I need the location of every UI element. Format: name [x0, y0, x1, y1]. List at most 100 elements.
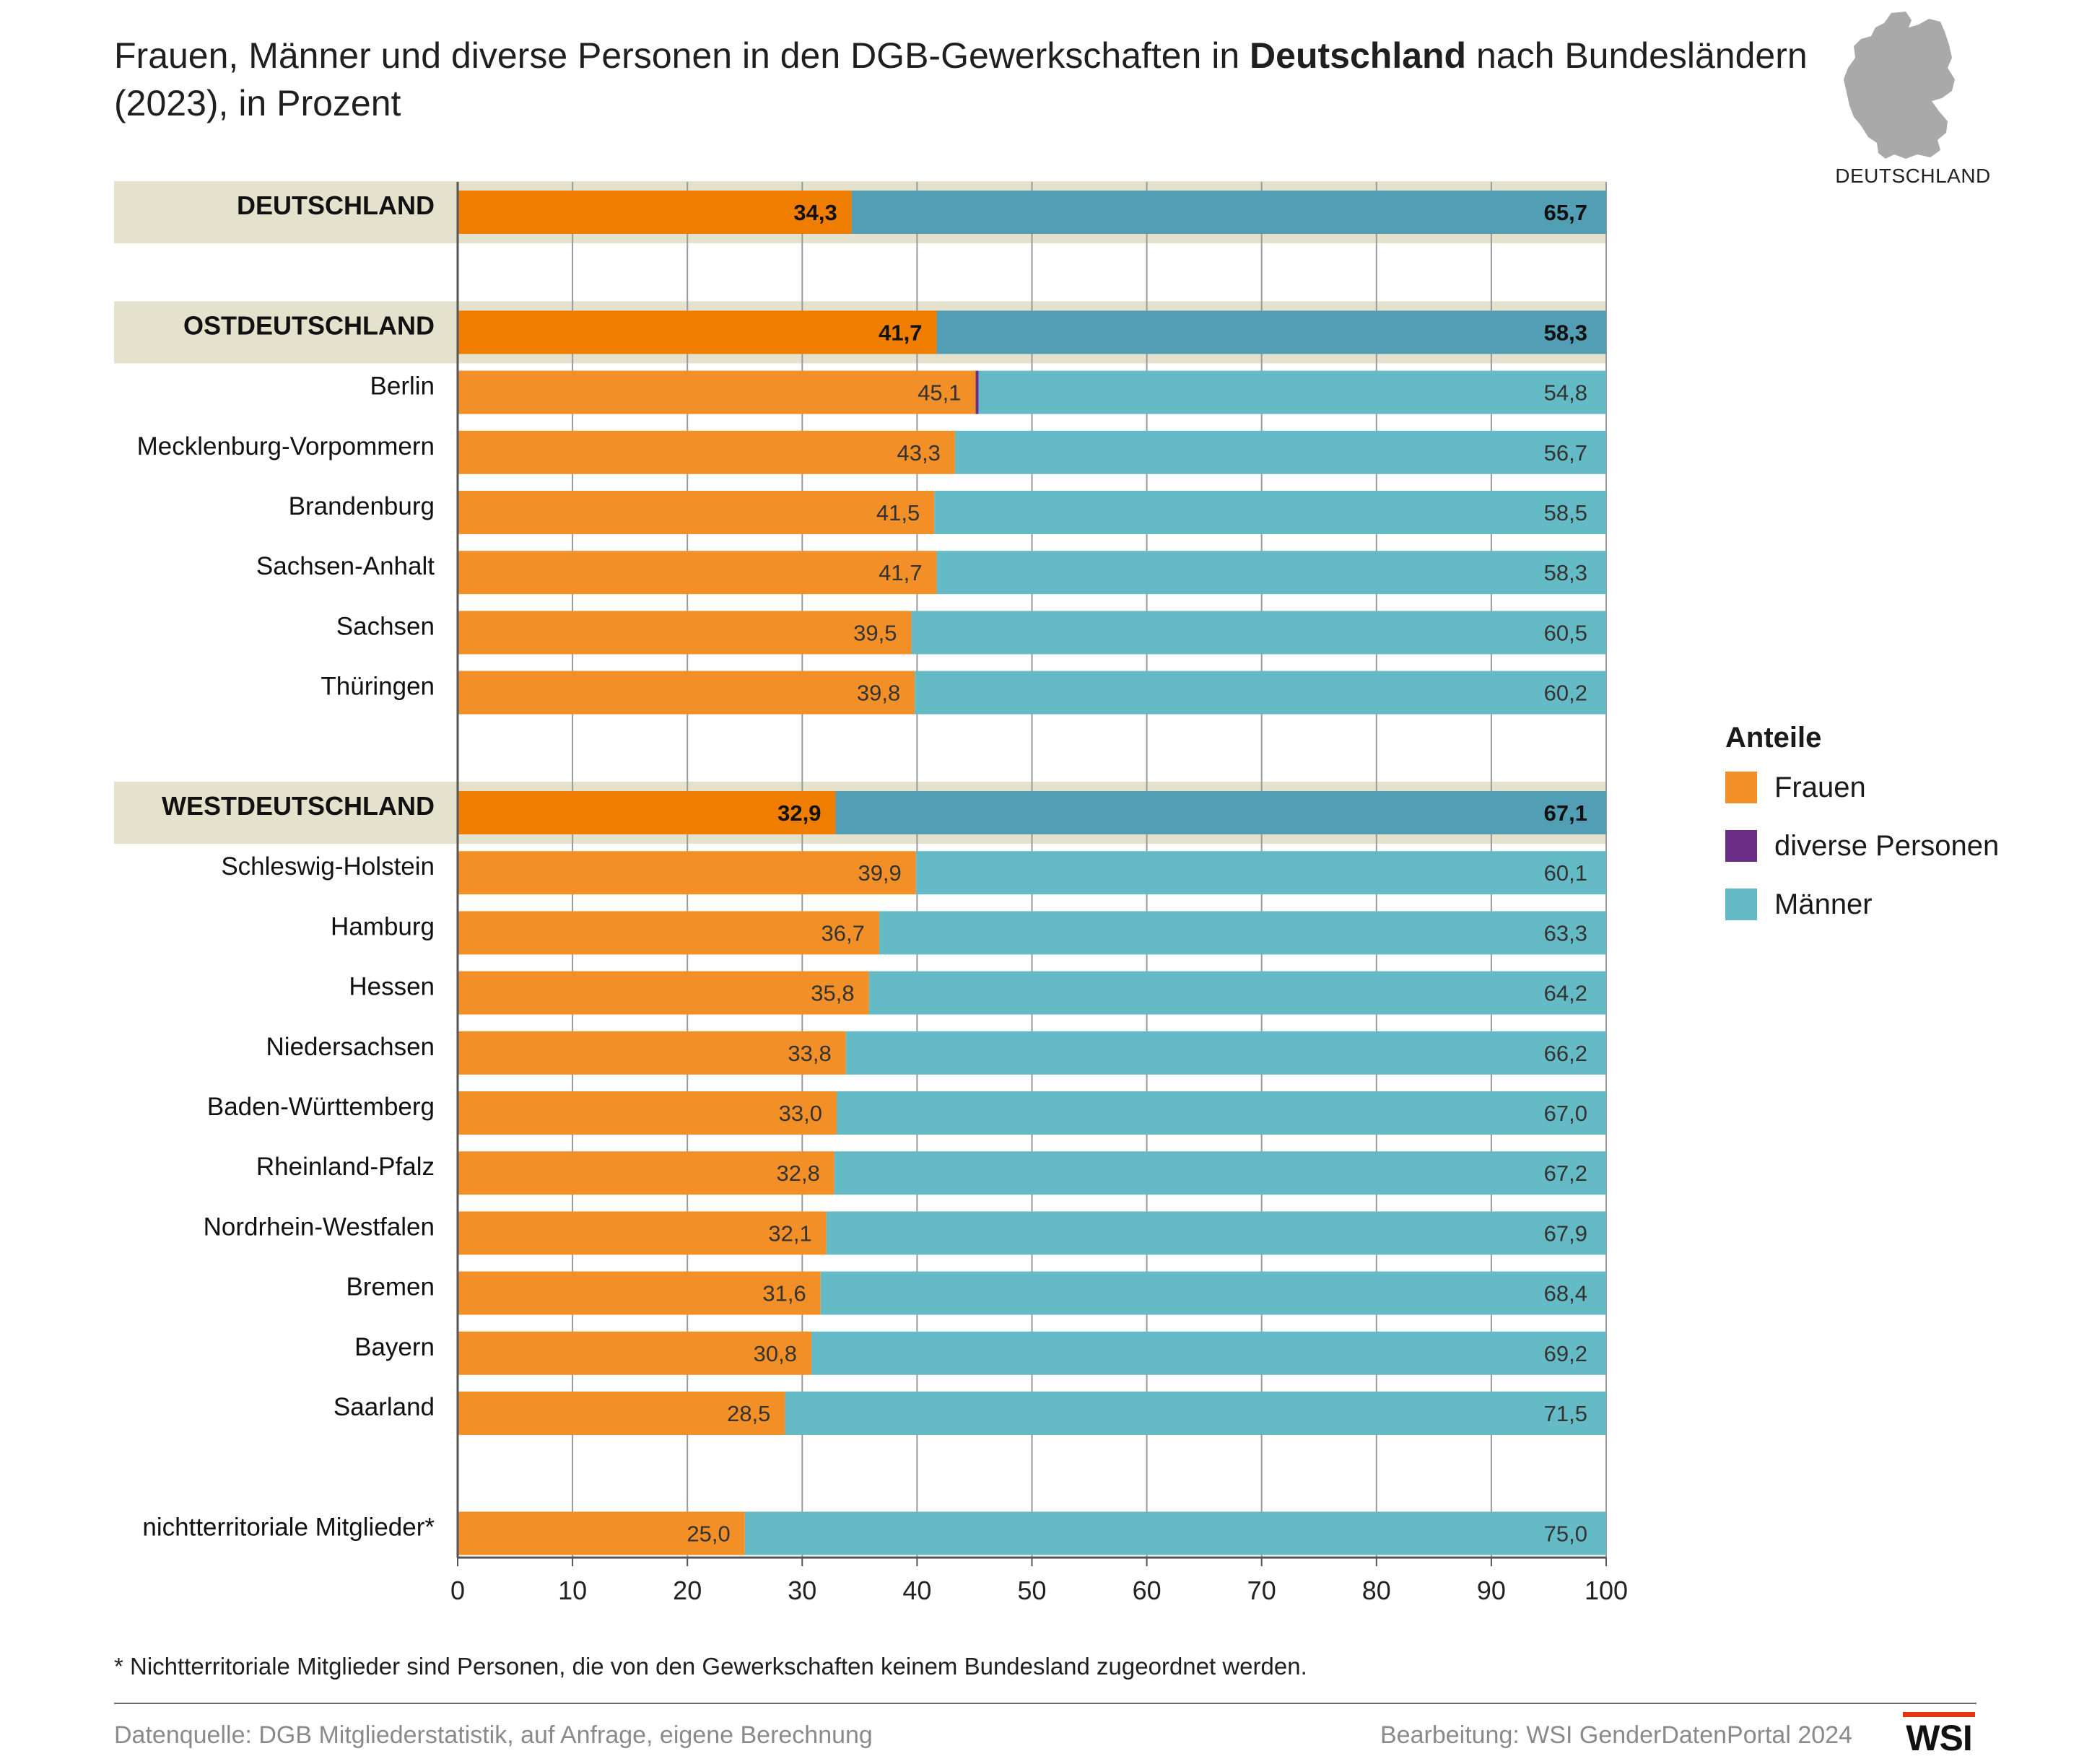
data-label-frauen: 34,3 [793, 200, 837, 225]
x-tick-label: 90 [1477, 1576, 1506, 1605]
x-tick-label: 20 [673, 1576, 702, 1605]
legend-item-maenner: Männer [1725, 888, 1999, 920]
wsi-logo-text: WSI [1906, 1718, 1972, 1758]
bar-frauen [458, 1151, 834, 1195]
category-label: Hessen [349, 973, 435, 1001]
bar-frauen [458, 370, 976, 414]
bar-frauen [458, 671, 915, 715]
bar-maenner [851, 191, 1606, 234]
bar-maenner [915, 851, 1606, 895]
data-label-maenner: 64,2 [1544, 981, 1587, 1006]
bar-maenner [837, 1091, 1606, 1135]
data-label-frauen: 33,8 [788, 1041, 831, 1066]
legend-swatch-frauen [1725, 772, 1757, 803]
bar-frauen [458, 1031, 846, 1075]
bar-maenner [911, 611, 1606, 655]
legend-swatch-diverse [1725, 830, 1757, 862]
data-label-frauen: 39,9 [858, 860, 901, 886]
bar-maenner [845, 1031, 1606, 1075]
data-label-frauen: 31,6 [762, 1281, 806, 1306]
category-label: Sachsen [336, 612, 435, 640]
x-tick-label: 80 [1362, 1576, 1391, 1605]
bar-frauen [458, 430, 955, 474]
bar-maenner [826, 1211, 1606, 1255]
legend-swatch-maenner [1725, 888, 1757, 920]
x-tick-label: 10 [558, 1576, 587, 1605]
stacked-bar-chart: 0 10 20 30 40 50 60 70 80 90 100 34,3 65,7 DEUTSCHLAN… [114, 181, 1628, 1605]
map-label: DEUTSCHLAND [1835, 165, 1991, 187]
bar-frauen [458, 851, 916, 895]
category-label: Sachsen-Anhalt [256, 552, 435, 580]
wsi-logo-bar [1903, 1712, 1975, 1717]
germany-map-icon [1839, 10, 1976, 162]
data-label-maenner: 67,0 [1544, 1101, 1587, 1126]
category-label: DEUTSCHLAND [237, 191, 435, 220]
data-label-frauen: 41,7 [879, 560, 922, 585]
category-label: Rheinland-Pfalz [256, 1153, 435, 1181]
category-label: Bayern [354, 1333, 435, 1361]
data-label-frauen: 32,8 [777, 1161, 820, 1186]
bar-frauen [458, 1271, 821, 1315]
x-tick-label: 70 [1247, 1576, 1276, 1605]
bar-frauen [458, 791, 836, 834]
category-label: Saarland [334, 1393, 435, 1421]
x-tick-label: 60 [1133, 1576, 1161, 1605]
bar-maenner [879, 911, 1606, 955]
category-label: Thüringen [321, 673, 435, 701]
bar-frauen [458, 551, 937, 595]
bar-maenner [936, 551, 1606, 595]
legend-item-diverse: diverse Personen [1725, 830, 1999, 862]
data-label-maenner: 71,5 [1544, 1401, 1587, 1426]
category-label: Niedersachsen [266, 1033, 435, 1061]
bar-maenner [936, 310, 1606, 354]
bar-maenner [954, 430, 1606, 474]
legend-item-frauen: Frauen [1725, 772, 1999, 803]
data-label-maenner: 60,2 [1544, 681, 1587, 706]
category-label: OSTDEUTSCHLAND [183, 310, 435, 340]
category-label: Mecklenburg-Vorpommern [137, 432, 435, 460]
data-label-maenner: 67,9 [1544, 1221, 1587, 1246]
bar-frauen [458, 611, 912, 655]
bar-maenner [811, 1331, 1606, 1375]
bar-maenner [934, 491, 1606, 534]
bar-frauen [458, 971, 869, 1015]
legend: Anteile Frauen diverse Personen Männer [1725, 722, 1999, 947]
footer-divider [114, 1703, 1976, 1704]
data-label-frauen: 36,7 [821, 920, 865, 946]
data-label-maenner: 60,5 [1544, 620, 1587, 645]
title-bold: Deutschland [1250, 35, 1467, 76]
bar-frauen [458, 491, 935, 534]
category-label: Bremen [346, 1273, 435, 1301]
chart-title: Frauen, Männer und diverse Personen in d… [114, 32, 1832, 127]
bar-maenner [915, 671, 1606, 715]
data-label-maenner: 66,2 [1544, 1041, 1587, 1066]
category-label: WESTDEUTSCHLAND [162, 791, 435, 821]
bar-maenner [820, 1271, 1606, 1315]
category-label: Hamburg [331, 912, 435, 940]
data-label-frauen: 32,1 [768, 1221, 811, 1246]
data-label-frauen: 41,7 [879, 320, 922, 345]
legend-label-diverse: diverse Personen [1774, 829, 2000, 862]
data-label-frauen: 35,8 [811, 981, 854, 1006]
data-label-maenner: 56,7 [1544, 440, 1587, 466]
data-label-frauen: 30,8 [754, 1341, 797, 1366]
bar-frauen [458, 911, 879, 955]
legend-label-maenner: Männer [1774, 888, 1873, 920]
bar-frauen [458, 310, 937, 354]
bar-frauen [458, 1392, 785, 1435]
data-label-frauen: 45,1 [918, 380, 961, 406]
x-tick-label: 40 [902, 1576, 931, 1605]
data-label-maenner: 68,4 [1544, 1281, 1587, 1306]
wsi-logo: WSI [1903, 1712, 1975, 1758]
x-tick-label: 100 [1585, 1576, 1628, 1605]
bar-maenner [834, 1151, 1606, 1195]
data-label-maenner: 63,3 [1544, 920, 1587, 946]
x-tick-label: 30 [788, 1576, 816, 1605]
bar-maenner [868, 971, 1606, 1015]
data-label-frauen: 32,9 [777, 800, 821, 826]
data-label-frauen: 28,5 [727, 1401, 770, 1426]
category-label: Baden-Württemberg [207, 1093, 435, 1121]
bar-maenner [978, 370, 1606, 414]
credit: Bearbeitung: WSI GenderDatenPortal 2024 [1380, 1721, 1852, 1749]
bar-frauen [458, 1211, 827, 1255]
